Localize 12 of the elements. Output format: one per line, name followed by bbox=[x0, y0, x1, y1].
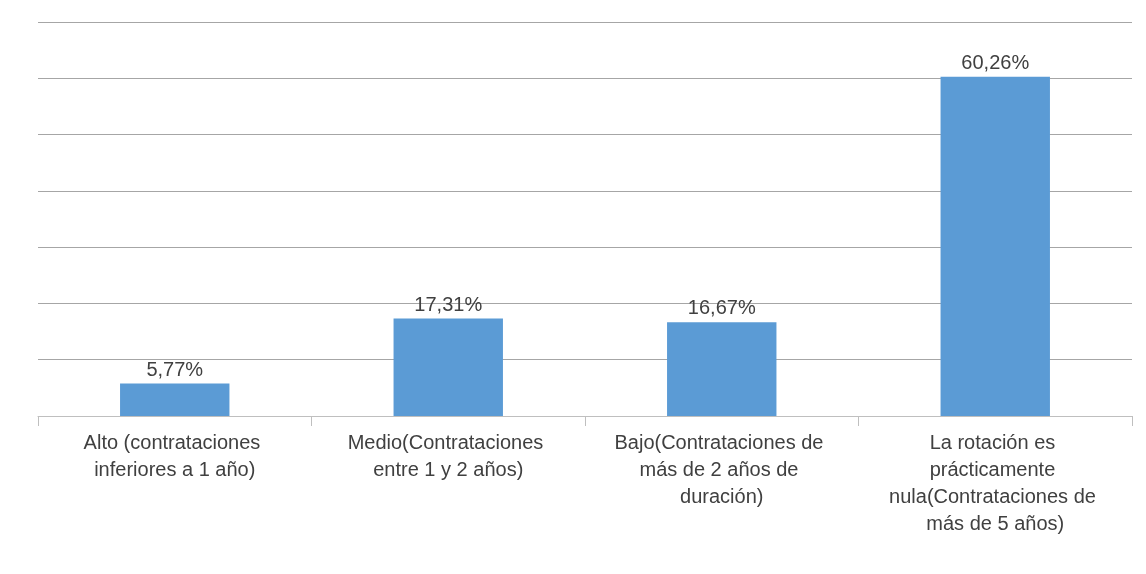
x-tick-label: La rotación es prácticamente nula(Contrataciones de más de 5 años) bbox=[889, 430, 1102, 534]
data-label: 16,67% bbox=[687, 296, 756, 319]
x-tick-label: Alto (contrataciones inferiores a 1 año) bbox=[83, 430, 266, 480]
x-tick-label: Medio(Contrataciones entre 1 y 2 años) bbox=[347, 430, 549, 480]
data-label: 60,26% bbox=[961, 50, 1030, 73]
bar bbox=[393, 318, 503, 416]
data-label: 17,31% bbox=[414, 292, 483, 315]
bar bbox=[667, 322, 777, 416]
x-tick-label: Bajo(Contrataciones de más de 2 años de duración) bbox=[614, 430, 830, 507]
bar bbox=[120, 383, 230, 416]
bar bbox=[940, 76, 1050, 416]
data-label: 5,77% bbox=[146, 357, 204, 380]
